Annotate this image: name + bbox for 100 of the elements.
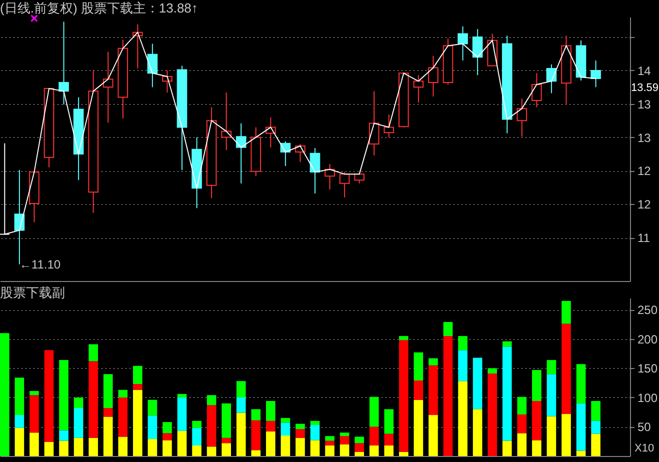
bar	[118, 436, 128, 456]
bar	[133, 366, 142, 384]
bar	[517, 396, 527, 414]
bar	[310, 424, 320, 440]
bar	[517, 433, 527, 456]
bar	[206, 446, 216, 456]
candlestick	[458, 26, 468, 61]
candlestick	[384, 114, 394, 138]
bar	[576, 364, 586, 404]
bar	[310, 440, 320, 456]
bar	[266, 420, 276, 432]
bar	[369, 426, 379, 446]
chart-title: 股票下载副	[0, 285, 65, 300]
bar	[177, 394, 187, 398]
bar	[222, 403, 231, 438]
bar	[296, 424, 305, 430]
bar	[206, 395, 216, 406]
bar	[59, 430, 68, 441]
bar	[74, 408, 84, 438]
bar	[546, 416, 556, 456]
bar	[443, 336, 453, 456]
bar	[251, 450, 261, 456]
bar	[414, 400, 424, 456]
bar	[340, 444, 350, 456]
bar	[177, 430, 187, 456]
bar	[591, 420, 600, 434]
bar	[591, 400, 600, 421]
bar	[30, 432, 39, 456]
bar	[133, 390, 142, 456]
bar	[14, 378, 24, 416]
bar	[236, 381, 246, 398]
bar	[443, 322, 453, 336]
bar	[44, 350, 54, 442]
candlestick	[516, 98, 528, 138]
bar	[162, 433, 172, 440]
y-tick-label: 13	[638, 130, 652, 145]
bar	[472, 358, 482, 410]
bar	[488, 373, 497, 456]
bar	[14, 415, 24, 428]
y-tick-label: 50	[638, 420, 652, 434]
bar	[458, 350, 468, 382]
bar	[59, 360, 68, 430]
bar	[103, 416, 113, 456]
bar	[88, 344, 98, 362]
bar	[88, 361, 98, 438]
bar	[546, 360, 556, 374]
bar	[472, 409, 482, 456]
bar	[488, 368, 497, 374]
bar	[369, 396, 379, 427]
bar	[296, 438, 305, 456]
bar	[0, 333, 10, 456]
bar	[192, 428, 202, 446]
candlestick	[413, 74, 424, 104]
y-tick-label: 11	[638, 231, 650, 246]
candlestick	[472, 28, 483, 76]
bar	[562, 300, 571, 324]
candlestick	[221, 92, 232, 151]
bar	[251, 420, 261, 450]
bar	[118, 397, 128, 437]
bar	[44, 442, 54, 456]
chart-title: (日线.前复权) 股票下载主：13.88↑	[0, 0, 198, 16]
bar	[118, 390, 128, 398]
bar	[502, 341, 512, 347]
bar	[414, 352, 424, 381]
candlestick	[236, 122, 246, 184]
candlestick	[428, 55, 438, 98]
bar	[384, 409, 394, 434]
bar	[192, 445, 202, 456]
bar	[458, 336, 468, 350]
bar	[340, 436, 350, 444]
bar	[251, 409, 261, 420]
bar	[591, 434, 600, 456]
bar	[280, 418, 290, 423]
candlestick	[532, 72, 542, 108]
bar	[532, 400, 542, 440]
bar	[369, 445, 379, 456]
bar	[280, 436, 290, 456]
bar	[562, 324, 571, 414]
bar	[296, 429, 305, 438]
y-tick-label: 12	[638, 164, 652, 178]
candlestick	[590, 60, 601, 88]
bar	[222, 443, 231, 456]
bar	[103, 408, 113, 417]
bar	[14, 428, 24, 456]
bar	[428, 365, 438, 416]
y-tick-label: 13	[638, 97, 652, 112]
bar	[532, 370, 542, 401]
y-tick-label: 100	[638, 390, 658, 405]
bar	[236, 397, 246, 413]
bar	[354, 443, 364, 452]
bar	[148, 439, 158, 456]
bar	[354, 436, 364, 444]
bar	[206, 405, 216, 447]
bar	[517, 414, 527, 434]
bar	[576, 450, 586, 456]
candlestick	[102, 51, 114, 124]
bar	[30, 395, 39, 433]
candlestick	[368, 90, 380, 156]
annotation: ←11.10	[19, 257, 61, 272]
bar	[133, 384, 142, 390]
